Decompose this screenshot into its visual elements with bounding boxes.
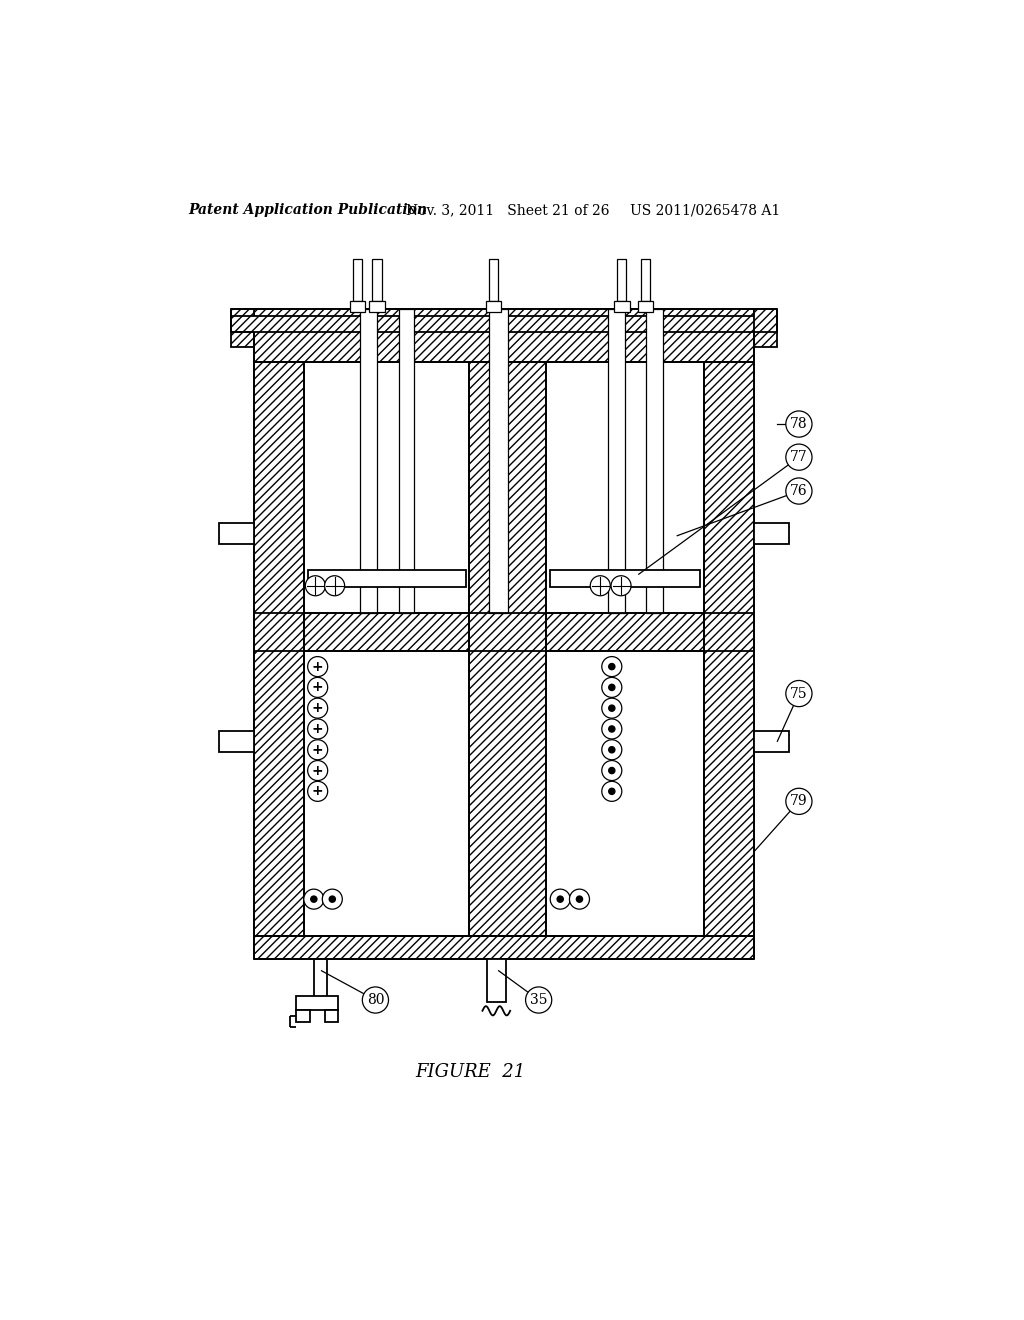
Text: 79: 79 [791, 795, 808, 808]
Circle shape [785, 478, 812, 504]
Bar [296, 997, 339, 1010]
Bar [219, 523, 254, 544]
Circle shape [602, 781, 622, 801]
Text: 80: 80 [367, 993, 384, 1007]
Circle shape [323, 890, 342, 909]
Bar [353, 259, 362, 301]
Circle shape [307, 656, 328, 677]
Circle shape [310, 896, 316, 903]
Circle shape [325, 576, 345, 595]
Circle shape [307, 760, 328, 780]
Bar [254, 936, 755, 960]
Bar [254, 309, 755, 363]
Circle shape [785, 411, 812, 437]
Circle shape [330, 896, 336, 903]
Bar [646, 309, 664, 612]
Text: 76: 76 [791, 484, 808, 498]
Bar [608, 309, 625, 612]
Bar [547, 612, 705, 651]
Circle shape [557, 896, 563, 903]
Bar [469, 363, 547, 936]
Circle shape [307, 698, 328, 718]
Bar [304, 612, 469, 651]
Text: 78: 78 [791, 417, 808, 432]
Circle shape [785, 788, 812, 814]
Bar [230, 309, 254, 347]
Circle shape [362, 987, 388, 1014]
Circle shape [577, 896, 583, 903]
Bar [373, 259, 382, 301]
Bar [485, 301, 501, 312]
Bar [488, 259, 498, 301]
Bar [254, 363, 304, 936]
Bar [307, 570, 466, 587]
Bar [398, 309, 414, 612]
Bar [296, 1010, 310, 1022]
Circle shape [307, 677, 328, 697]
Bar [617, 259, 627, 301]
Text: +: + [312, 743, 324, 756]
Bar [304, 651, 469, 936]
Text: +: + [312, 701, 324, 715]
Circle shape [785, 444, 812, 470]
Bar [219, 730, 254, 752]
Circle shape [602, 739, 622, 760]
Bar [755, 523, 788, 544]
Circle shape [608, 705, 614, 711]
Bar [370, 301, 385, 312]
Circle shape [307, 739, 328, 760]
Circle shape [608, 767, 614, 774]
Text: +: + [312, 763, 324, 777]
Bar [755, 730, 788, 752]
Circle shape [608, 788, 614, 795]
Bar [550, 570, 700, 587]
Circle shape [602, 677, 622, 697]
Circle shape [307, 781, 328, 801]
Text: 35: 35 [529, 993, 548, 1007]
Text: Nov. 3, 2011   Sheet 21 of 26: Nov. 3, 2011 Sheet 21 of 26 [407, 203, 609, 216]
Bar [350, 301, 366, 312]
Circle shape [550, 890, 570, 909]
Circle shape [602, 656, 622, 677]
Text: +: + [312, 784, 324, 799]
Text: FIGURE  21: FIGURE 21 [416, 1063, 525, 1081]
Bar [230, 317, 777, 331]
Circle shape [525, 987, 552, 1014]
Bar [325, 1010, 339, 1022]
Circle shape [590, 576, 610, 595]
Circle shape [307, 719, 328, 739]
Bar [705, 363, 755, 936]
Bar [641, 259, 650, 301]
Bar [304, 651, 469, 936]
Bar [360, 309, 377, 612]
Text: US 2011/0265478 A1: US 2011/0265478 A1 [630, 203, 779, 216]
Circle shape [785, 681, 812, 706]
Bar [755, 309, 777, 347]
Circle shape [611, 576, 631, 595]
Bar [547, 363, 705, 612]
Circle shape [305, 576, 326, 595]
Circle shape [608, 747, 614, 752]
Circle shape [608, 726, 614, 733]
Bar [614, 301, 630, 312]
Bar [547, 651, 705, 936]
Circle shape [569, 890, 590, 909]
Circle shape [304, 890, 324, 909]
Text: +: + [312, 680, 324, 694]
Text: Patent Application Publication: Patent Application Publication [188, 203, 427, 216]
Bar [304, 363, 469, 612]
Text: +: + [312, 660, 324, 673]
Bar [487, 960, 506, 1002]
Text: 75: 75 [791, 686, 808, 701]
Circle shape [602, 698, 622, 718]
Circle shape [608, 684, 614, 690]
Bar [488, 309, 508, 612]
Text: 77: 77 [791, 450, 808, 465]
Bar [638, 301, 653, 312]
Circle shape [602, 719, 622, 739]
Text: +: + [312, 722, 324, 737]
Circle shape [608, 664, 614, 669]
Circle shape [602, 760, 622, 780]
